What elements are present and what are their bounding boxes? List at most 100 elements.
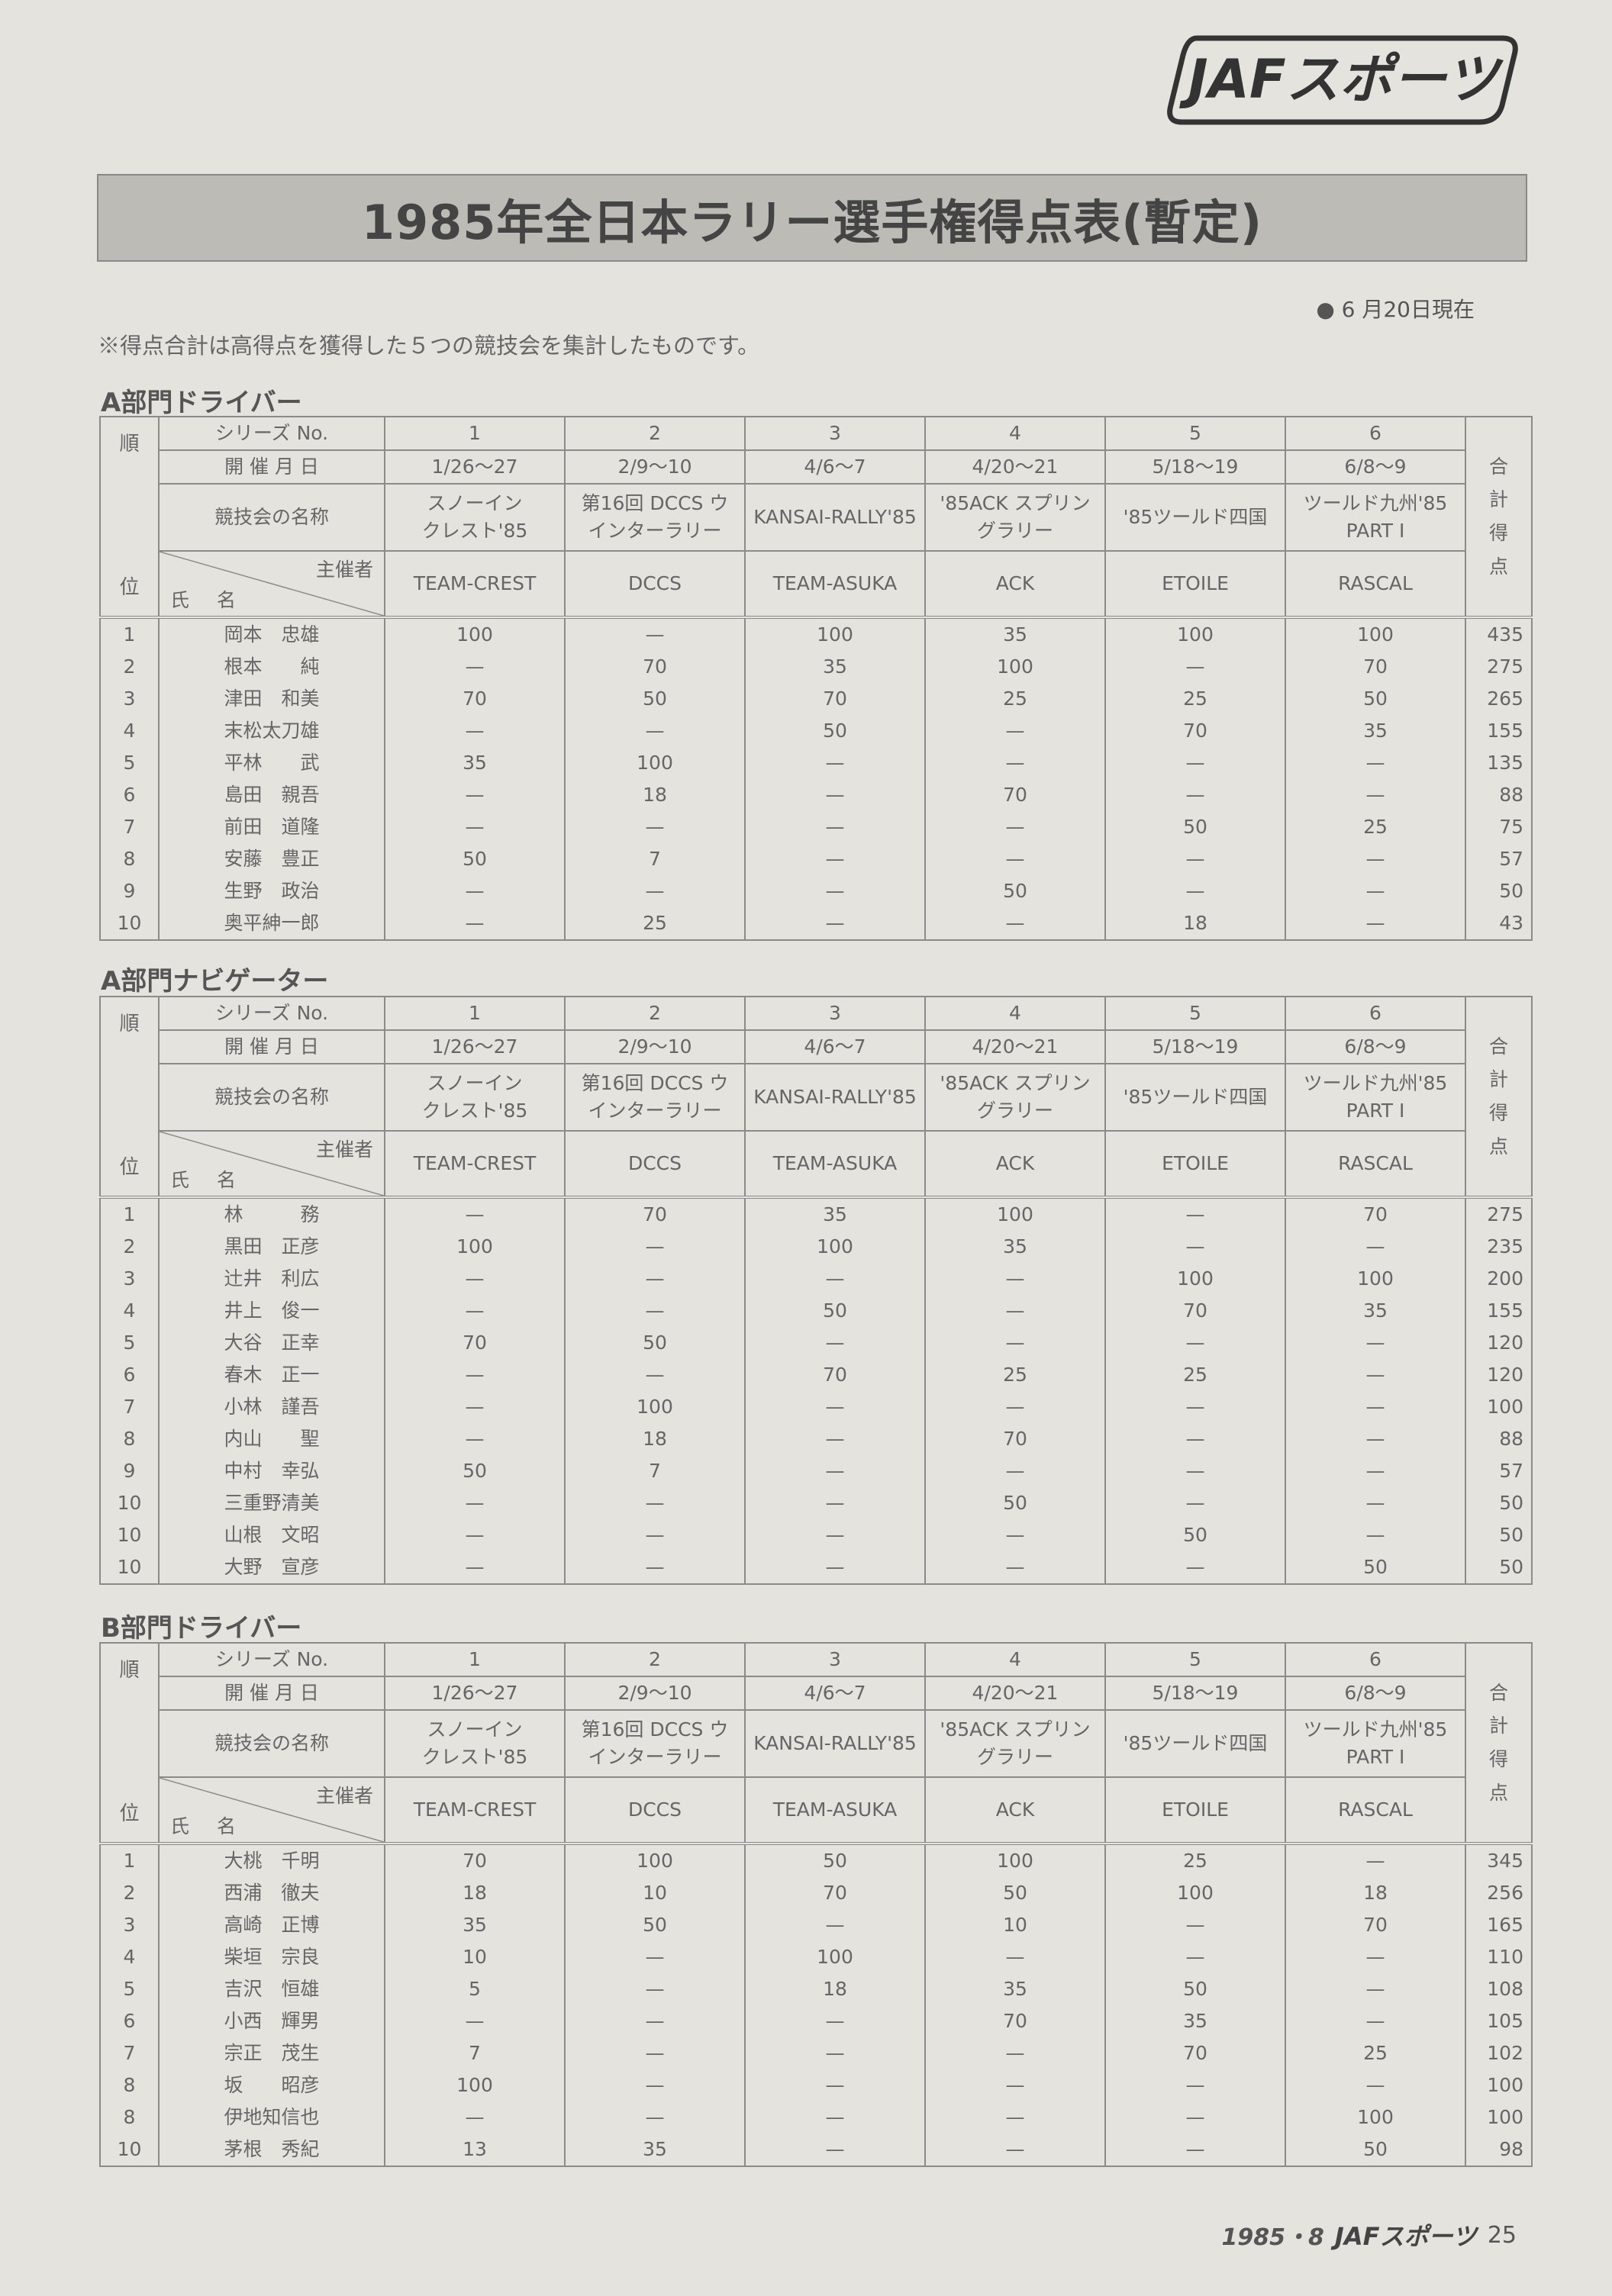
score-cell: — (384, 1423, 566, 1455)
driver-name: 中村 幸弘 (158, 1455, 385, 1487)
score-cell: — (564, 1263, 746, 1295)
score-cell: 35 (564, 2133, 746, 2167)
score-cell: — (1104, 1423, 1286, 1455)
total-cell: 110 (1465, 1941, 1533, 1973)
organizer-label: 主催者 (315, 559, 373, 581)
score-cell: — (744, 1519, 926, 1551)
driver-name: 内山 聖 (158, 1423, 385, 1455)
diagonal-divider (160, 552, 384, 616)
event-name-line: ツールド九州'85 (1303, 1071, 1448, 1094)
score-cell: 70 (1104, 1295, 1286, 1327)
driver-name: 山根 文昭 (158, 1519, 385, 1551)
table-row: 5 平林 武 35 100— — — —135 (99, 747, 1533, 779)
driver-name: 奥平紳一郎 (158, 907, 385, 941)
series-number: 1 (384, 996, 566, 1031)
total-cell: 165 (1465, 1909, 1533, 1941)
score-cell: 50 (924, 1487, 1106, 1519)
driver-name: 高崎 正博 (158, 1909, 385, 1941)
total-label-char: 計 (1488, 1068, 1508, 1091)
event-name-line: クレスト'85 (421, 1100, 528, 1122)
event-date: 5/18〜19 (1104, 1029, 1286, 1064)
organizer: TEAM-CREST (384, 1776, 566, 1844)
score-cell: 70 (924, 1423, 1106, 1455)
rank-cell: 3 (99, 1263, 160, 1295)
driver-name: 坂 昭彦 (158, 2069, 385, 2101)
table-row: 5 大谷 正幸 70 50— — — —120 (99, 1327, 1533, 1359)
driver-name: 大谷 正幸 (158, 1327, 385, 1359)
table-row: 8 伊地知信也 — — — — —100 100 (99, 2101, 1533, 2133)
organizer: ACK (924, 1776, 1106, 1844)
event-name-line: '85ツールド四国 (1123, 505, 1268, 528)
event-name: '85ACK スプリン グラリー (924, 483, 1106, 552)
score-cell: — (744, 1263, 926, 1295)
table-row: 1 大桃 千明 70 100 50 100 25—345 (99, 1842, 1533, 1877)
score-cell: 10 (924, 1909, 1106, 1941)
total-label-char: 得 (1488, 1748, 1508, 1770)
rank-cell: 10 (99, 2133, 160, 2167)
score-cell: 100 (1104, 1877, 1286, 1909)
table-row: 9 生野 政治 — — —50— —50 (99, 875, 1533, 907)
score-cell: — (924, 1519, 1106, 1551)
event-date: 5/18〜19 (1104, 449, 1286, 485)
score-cell: 25 (1104, 1359, 1286, 1391)
organizer: ETOILE (1104, 550, 1286, 618)
total-cell: 200 (1465, 1263, 1533, 1295)
score-cell: 50 (1104, 1973, 1286, 2005)
page-title: 1985年全日本ラリー選手権得点表(暫定) (361, 194, 1263, 250)
table-row: 8 安藤 豊正 50 7— — — —57 (99, 843, 1533, 875)
event-name-line: ツールド九州'85 (1303, 1718, 1448, 1741)
header-row-event: 競技会の名称 スノーイン クレスト'85 第16回 DCCS ウインターラリー KANS… (100, 1709, 1532, 1778)
rank-cell: 8 (99, 2069, 160, 2101)
score-cell: — (384, 811, 566, 843)
driver-name: 岡本 忠雄 (158, 616, 385, 651)
score-cell: — (564, 2069, 746, 2101)
score-cell: — (744, 907, 926, 941)
organizer: TEAM-CREST (384, 550, 566, 618)
total-cell: 155 (1465, 1295, 1533, 1327)
series-label: シリーズ No. (158, 1642, 385, 1677)
event-name-line: ツールド九州'85 (1303, 491, 1448, 514)
table-row: 1 岡本 忠雄 100—100 35 100 100 435 (99, 616, 1533, 651)
series-number: 5 (1104, 416, 1286, 451)
score-cell: 35 (744, 651, 926, 683)
score-cell: — (1285, 843, 1466, 875)
standings-table: 順位シリーズ No. 1 2 3 4 5 6 合計得点開 催 月 日 1/26〜27 2/9〜10… (99, 416, 1533, 941)
total-label-char: 点 (1488, 555, 1508, 578)
score-cell: 18 (384, 1877, 566, 1909)
score-cell: 35 (924, 1231, 1106, 1263)
score-cell: 50 (1285, 683, 1466, 715)
score-cell: — (1285, 1231, 1466, 1263)
score-cell: — (564, 811, 746, 843)
total-cell: 100 (1465, 2101, 1533, 2133)
event-date: 4/6〜7 (744, 1676, 926, 1711)
organizer-name-header: 主催者氏 名 (158, 1776, 385, 1844)
score-cell: 70 (1285, 651, 1466, 683)
score-cell: 25 (1285, 811, 1466, 843)
score-cell: 25 (924, 683, 1106, 715)
table-row: 2 根本 純 —70 35 100—70 275 (99, 651, 1533, 683)
score-cell: — (384, 1487, 566, 1519)
score-cell: — (384, 875, 566, 907)
score-cell: 100 (744, 1231, 926, 1263)
table-row: 10 奥平紳一郎 —25— —18—43 (99, 907, 1533, 941)
total-label-char: 点 (1488, 1781, 1508, 1804)
total-header: 合計得点 (1465, 416, 1533, 618)
score-cell: 100 (924, 651, 1106, 683)
score-cell: 35 (924, 1973, 1106, 2005)
total-cell: 100 (1465, 2069, 1533, 2101)
series-number: 2 (564, 996, 746, 1031)
header-row-event: 競技会の名称 スノーイン クレスト'85 第16回 DCCS ウインターラリー KANS… (100, 1063, 1532, 1132)
diagonal-divider (160, 1778, 384, 1842)
score-cell: — (1104, 2069, 1286, 2101)
total-label-char: 合 (1488, 455, 1508, 478)
event-name-label: 競技会の名称 (158, 483, 385, 552)
total-cell: 235 (1465, 1231, 1533, 1263)
total-cell: 155 (1465, 715, 1533, 747)
event-name: '85ツールド四国 (1104, 1063, 1286, 1132)
score-cell: — (1285, 1391, 1466, 1423)
driver-name: 伊地知信也 (158, 2101, 385, 2133)
event-date: 2/9〜10 (564, 1676, 746, 1711)
scoring-note: ※得点合計は高得点を獲得した５つの競技会を集計したものです。 (98, 333, 760, 359)
score-cell: 100 (744, 616, 926, 651)
driver-name: 吉沢 恒雄 (158, 1973, 385, 2005)
